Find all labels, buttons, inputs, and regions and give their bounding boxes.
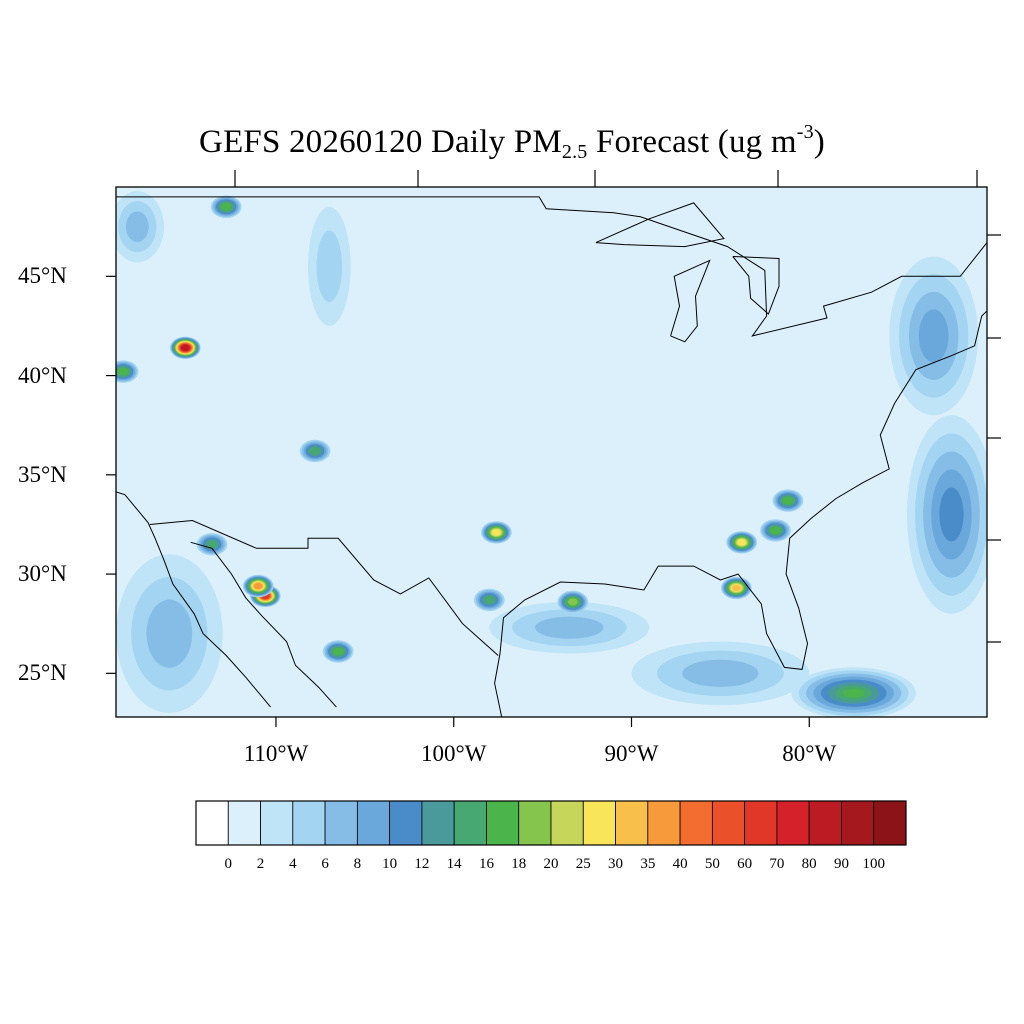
title-superscript: -3 [796,121,814,143]
lon-label: 110°W [243,741,309,766]
colorbar-swatch [711,800,746,846]
colorbar-frame [195,800,907,846]
pm-region-1-level-10 [939,487,964,542]
pm-hotspot-0-level-80 [181,344,190,351]
lake-superior [595,202,725,248]
title-subscript: 2.5 [561,141,588,163]
colorbar-label: 20 [543,856,559,872]
title-suffix: ) [813,124,825,160]
us-mexico-border [149,519,499,656]
pm-hotspot-10-level-14 [309,447,321,455]
colorbar-label: 6 [321,856,329,872]
pm-region-7-level-6 [125,211,149,243]
gulf-coast [494,310,987,717]
colorbar-label: 12 [414,856,430,872]
colorbar-swatch [227,800,261,846]
colorbar-swatch [421,800,455,846]
colorbar-label: 16 [478,856,494,872]
pm-hotspot-7-level-16 [333,647,344,656]
colorbar-swatch [679,800,713,846]
colorbar-label: 70 [769,856,785,872]
colorbar-swatch [647,800,681,846]
colorbar-label: 35 [640,856,656,872]
lon-label: 100°W [421,741,487,766]
colorbar-swatch [582,800,616,846]
pm-hotspot-5-level-30 [731,584,741,592]
colorbar-swatch [744,800,778,846]
colorbar-swatch [615,800,649,846]
colorbar-label: 50 [704,856,720,872]
colorbar-swatch [453,800,487,846]
colorbar-swatch [389,800,423,846]
colorbar-label: 90 [833,856,849,872]
pm-region-0-level-16 [842,688,865,698]
gulf-of-california-coast [190,541,337,708]
colorbar-swatch [260,800,294,846]
colorbar-label: 4 [289,856,297,872]
west-coast [116,491,271,708]
colorbar-label: 40 [672,856,688,872]
colorbar-swatch [292,800,326,846]
lon-label: 90°W [604,741,659,766]
pm-hotspot-9-level-16 [770,526,781,535]
pm-hotspot-6-level-18 [568,598,578,606]
colorbar-label: 100 [862,856,885,872]
colorbar-label: 8 [353,856,362,872]
colorbar-swatch [776,800,810,846]
pm-region-3-level-6 [146,599,193,668]
colorbar [195,800,907,846]
colorbar-swatch [841,800,875,846]
colorbar-label: 14 [446,856,462,872]
lat-label: 30°N [18,561,67,587]
colorbar-label: 18 [511,856,527,872]
pm-region-6-level-4 [316,230,343,303]
pm-region-5-level-6 [534,616,604,639]
lat-label: 35°N [18,461,67,487]
lat-label: 40°N [18,362,67,388]
colorbar-swatch [518,800,552,846]
pm-hotspot-3-level-25 [491,529,501,536]
colorbar-swatch [486,800,520,846]
colorbar-label: 0 [224,856,233,872]
title-prefix: GEFS 20260120 Daily PM [199,124,562,160]
pm-hotspot-14-level-16 [782,496,793,505]
us-canada-border [116,196,987,337]
map-title: GEFS 20260120 Daily PM2.5 Forecast (ug m… [0,112,1024,172]
lon-label: 80°W [782,741,837,766]
lat-label: 25°N [18,660,67,686]
pm25-field [116,190,987,717]
pm-hotspot-2-level-35 [253,582,263,590]
colorbar-swatch [808,800,842,846]
colorbar-label: 30 [608,856,624,872]
colorbar-swatch [356,800,391,846]
pm-hotspot-11-level-14 [206,540,218,549]
colorbar-label: 80 [801,856,817,872]
colorbar-swatch [873,800,907,846]
colorbar-swatch [195,800,229,846]
colorbar-label: 25 [575,856,591,872]
colorbar-label: 10 [382,856,398,872]
lake-huron-erie [732,256,780,315]
pm-hotspot-12-level-14 [483,596,495,604]
coastlines-and-borders [116,196,987,717]
colorbar-label: 2 [256,856,265,872]
pm-region-4-level-6 [682,659,759,687]
colorbar-swatch [324,800,358,846]
lake-michigan [670,259,711,343]
colorbar-swatch [550,800,584,846]
pm-hotspot-8-level-16 [118,367,129,376]
lat-label: 45°N [18,263,67,289]
map-ticks [106,170,1001,727]
map-frame [115,186,988,718]
pm-hotspot-13-level-16 [221,203,232,211]
title-middle: Forecast (ug m [587,124,797,160]
pm-region-2-level-8 [918,309,949,363]
colorbar-label: 60 [737,856,753,872]
pm-hotspot-4-level-25 [737,539,747,546]
